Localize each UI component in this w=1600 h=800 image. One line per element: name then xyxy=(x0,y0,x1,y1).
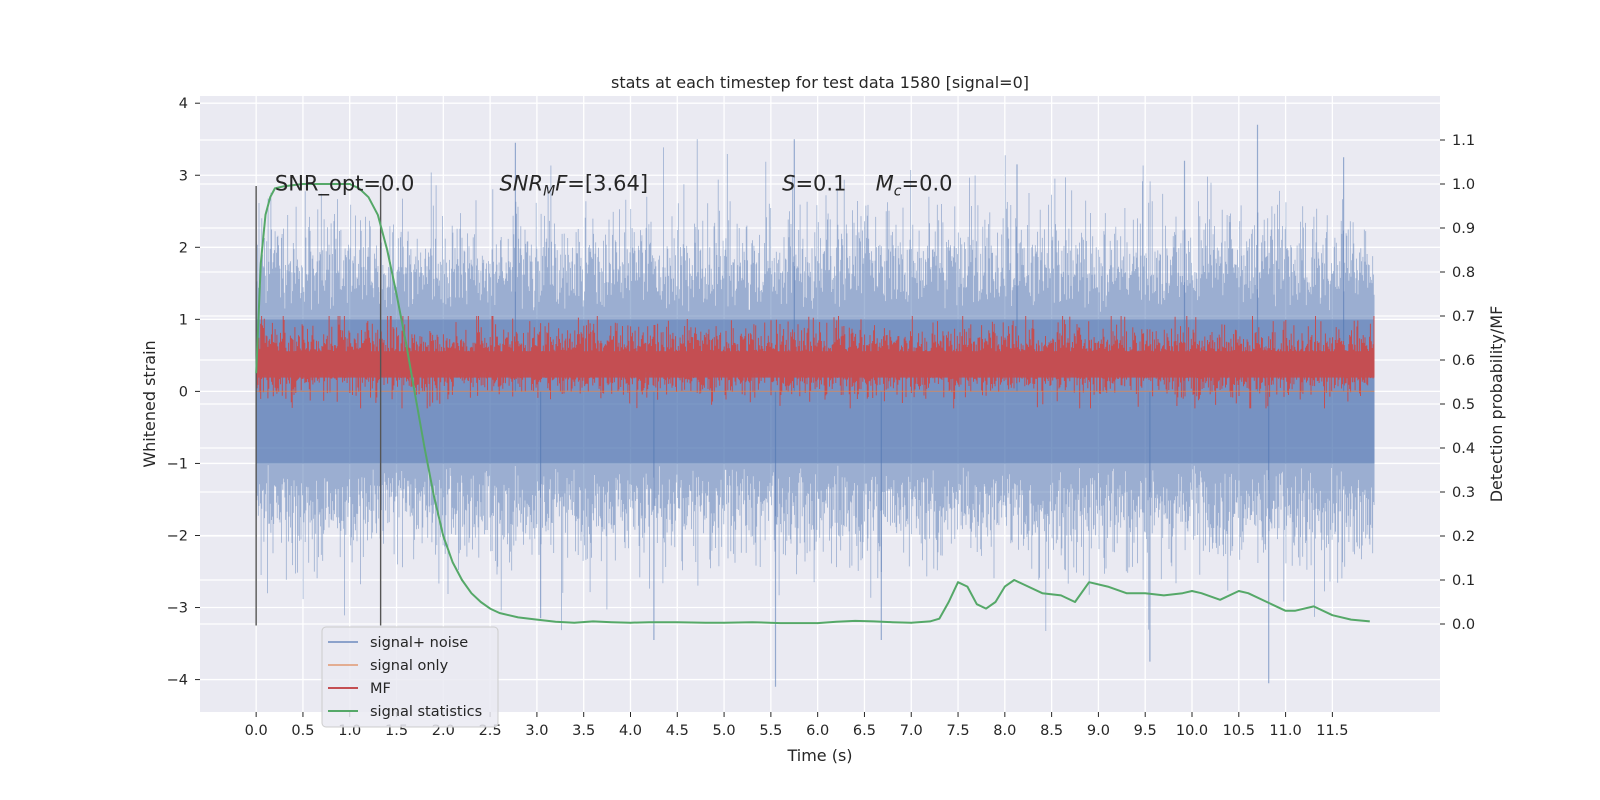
x-tick-label: 11.5 xyxy=(1316,723,1348,739)
legend-box xyxy=(321,626,499,728)
y-tick-label: 1 xyxy=(179,312,188,328)
y-tick-label: 4 xyxy=(179,96,188,112)
y2-tick-label: 1.1 xyxy=(1452,133,1475,149)
y2-tick-label: 0.8 xyxy=(1452,265,1475,281)
x-tick-label: 8.5 xyxy=(1040,723,1063,739)
series-signal-statistics xyxy=(255,183,1370,625)
x-tick-label: 6.0 xyxy=(806,723,829,739)
y-tick-label: 3 xyxy=(179,168,188,184)
x-tick-label: 9.0 xyxy=(1087,723,1110,739)
y-tick-label: 0 xyxy=(179,384,188,400)
x-tick-label: 10.5 xyxy=(1223,723,1255,739)
y2-tick-label: 0.0 xyxy=(1452,617,1475,633)
x-tick-label: 3.0 xyxy=(525,723,548,739)
x-tick-label: 10.0 xyxy=(1176,723,1208,739)
annotation-text: SNRMF=[3.64] xyxy=(499,172,648,200)
y2-axis-ticks: 0.0 0.1 0.2 0.3 0.4 0.5 0.6 0.7 0.8 0.9 1.0 1.1 xyxy=(1440,133,1475,633)
y2-tick-label: 0.1 xyxy=(1452,573,1475,589)
legend-label: signal+ noise xyxy=(370,635,468,651)
chart-title: stats at each timestep for test data 158… xyxy=(611,73,1029,92)
x-tick-label: 0.5 xyxy=(291,723,314,739)
y2-tick-label: 0.6 xyxy=(1452,353,1475,369)
x-tick-label: 9.5 xyxy=(1134,723,1157,739)
x-tick-label: 0.0 xyxy=(245,723,268,739)
x-axis-label: Time (s) xyxy=(786,746,852,765)
x-tick-label: 3.5 xyxy=(572,723,595,739)
y2-axis-label: Detection probability/MF xyxy=(1487,306,1506,503)
y2-tick-label: 0.7 xyxy=(1452,309,1475,325)
legend-label: signal statistics xyxy=(370,704,482,720)
y-axis-label: Whitened strain xyxy=(140,340,159,467)
noise-extremes xyxy=(514,124,1345,687)
legend-label: MF xyxy=(370,681,391,697)
y-axis-ticks: −4 −3 −2 −1 0 1 2 3 4 xyxy=(167,96,200,689)
y-tick-label: −1 xyxy=(167,456,188,472)
x-tick-label: 11.0 xyxy=(1269,723,1301,739)
annotation-text: S=0.1 xyxy=(782,172,846,196)
y2-tick-label: 0.4 xyxy=(1452,441,1475,457)
x-tick-label: 5.5 xyxy=(759,723,782,739)
x-tick-label: 7.0 xyxy=(900,723,923,739)
x-tick-label: 8.0 xyxy=(993,723,1016,739)
x-tick-label: 4.5 xyxy=(666,723,689,739)
x-tick-label: 7.5 xyxy=(947,723,970,739)
y2-tick-label: 0.9 xyxy=(1452,221,1475,237)
signal-statistics-line xyxy=(255,183,1370,625)
vertical-markers xyxy=(255,186,382,626)
y2-tick-label: 1.0 xyxy=(1452,177,1475,193)
y2-tick-label: 0.2 xyxy=(1452,529,1475,545)
legend: signal+ noise signal only MF signal statist… xyxy=(321,626,499,728)
x-tick-label: 6.5 xyxy=(853,723,876,739)
legend-label: signal only xyxy=(370,658,449,674)
y2-tick-label: 0.3 xyxy=(1452,485,1475,501)
y-tick-label: −2 xyxy=(167,528,188,544)
annotation-text: SNR_opt=0.0 xyxy=(275,172,415,197)
y2-tick-label: 0.5 xyxy=(1452,397,1475,413)
y-tick-label: 2 xyxy=(179,240,188,256)
y-tick-label: −3 xyxy=(167,601,188,617)
annotation-text: Mc=0.0 xyxy=(876,172,953,200)
x-tick-label: 4.0 xyxy=(619,723,642,739)
annotations: SNR_opt=0.0 SNRMF=[3.64] S=0.1 Mc=0.0 xyxy=(275,172,953,200)
x-axis-ticks: 0.0 0.5 1.0 1.5 2.0 2.5 3.0 3.5 4.0 4.5 5.0 5.5 6.0 6… xyxy=(245,712,1349,739)
y-tick-label: −4 xyxy=(167,673,188,689)
x-tick-label: 5.0 xyxy=(713,723,736,739)
